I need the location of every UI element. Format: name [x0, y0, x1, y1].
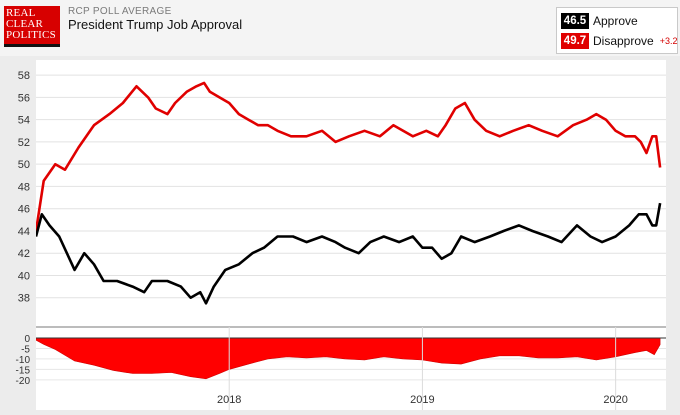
disapprove-spread: +3.2: [659, 36, 678, 46]
x-tick-label-2019: 2019: [410, 394, 434, 406]
y-tick-label-54: 54: [18, 115, 30, 127]
legend-approve[interactable]: 46.5 Approve: [561, 12, 638, 30]
y-tick-label-56: 56: [18, 92, 30, 104]
spread-tick-label-1: -5: [21, 345, 30, 356]
y-tick-label-48: 48: [18, 181, 30, 193]
y-tick-label-44: 44: [18, 226, 30, 238]
logo-line-3: POLITICS: [6, 29, 56, 41]
main-series: [34, 81, 662, 305]
disapprove-value: 49.7: [561, 33, 589, 49]
spread-tick-label-2: -10: [16, 355, 31, 366]
x-tick-label-2020: 2020: [603, 394, 627, 406]
y-tick-label-50: 50: [18, 159, 30, 171]
spread-tick-label-0: 0: [24, 334, 30, 345]
chart-area: 2018 2019 2020: [34, 60, 666, 410]
chart-header: REAL CLEAR POLITICS RCP POLL AVERAGE Pre…: [0, 0, 680, 56]
x-axis-ticks: 2018 2019 2020: [217, 327, 628, 410]
legend-box: 46.5 Approve 49.7 Disapprove +3.2: [556, 7, 678, 54]
disapprove-line: [34, 81, 662, 232]
approval-chart-svg: 2018 2019 2020: [34, 74, 666, 410]
approve-value: 46.5: [561, 13, 589, 29]
spread-area: [35, 337, 661, 380]
main-gridlines: [36, 74, 666, 328]
y-tick-label-42: 42: [18, 248, 30, 260]
y-tick-label-40: 40: [18, 271, 30, 283]
chart-subtitle: RCP POLL AVERAGE: [68, 6, 172, 17]
logo-line-1: REAL: [6, 7, 36, 19]
spread-panel: [35, 337, 666, 381]
y-tick-label-58: 58: [18, 70, 30, 82]
y-tick-label-38: 38: [18, 293, 30, 305]
spread-tick-label-4: -20: [16, 376, 31, 387]
rcp-logo[interactable]: REAL CLEAR POLITICS: [4, 6, 60, 47]
y-tick-label-52: 52: [18, 137, 30, 149]
disapprove-label: Disapprove: [593, 34, 654, 48]
x-tick-label-2018: 2018: [217, 394, 241, 406]
y-tick-label-46: 46: [18, 204, 30, 216]
approve-label: Approve: [593, 14, 638, 28]
chart-title: President Trump Job Approval: [68, 17, 243, 32]
legend-disapprove[interactable]: 49.7 Disapprove +3.2: [561, 32, 677, 50]
logo-line-2: CLEAR: [6, 18, 44, 30]
spread-tick-label-3: -15: [16, 365, 31, 376]
y-axis-label-layer: 38 40 42 44 46 48 50 52 54 56 58 0-5-10-15-20: [16, 70, 31, 387]
approve-line: [34, 202, 662, 305]
